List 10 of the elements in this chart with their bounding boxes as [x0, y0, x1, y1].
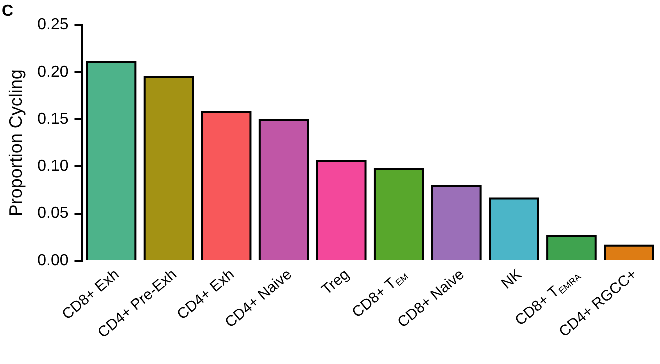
y-tick-label: 0.10 [38, 158, 69, 176]
y-tick-label: 0.00 [38, 252, 69, 270]
chart-title: C [2, 3, 14, 20]
y-tick-label: 0.05 [38, 205, 69, 222]
y-tick-label: 0.15 [38, 110, 69, 128]
x-tick-label: NK [498, 266, 526, 293]
y-tick-label: 0.25 [38, 16, 69, 34]
x-tick-label: Treg [318, 266, 353, 299]
y-tick-label: 0.20 [38, 64, 69, 81]
y-axis-title: Proportion Cycling [6, 70, 26, 217]
